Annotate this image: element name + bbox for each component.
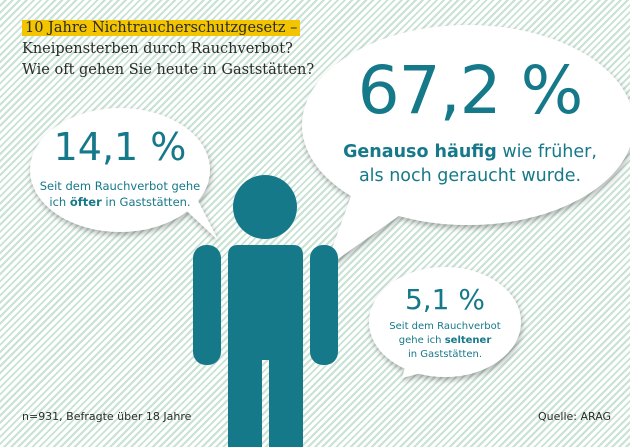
person-icon (193, 175, 338, 447)
headline-highlight: 10 Jahre Nichtraucherschutzgesetz – (22, 20, 301, 36)
speech-bubble-icon (369, 267, 521, 378)
result-more-label: Seit dem Rauchverbot gehe ich öfter in Ga… (30, 178, 210, 210)
result-more-percent: 14,1 % (53, 125, 187, 169)
sample-note: n=931, Befragte über 18 Jahre (22, 410, 192, 423)
speech-bubble-icon (30, 108, 218, 240)
speech-bubble-icon (302, 25, 630, 268)
source-note: Quelle: ARAG (538, 410, 612, 423)
result-same-percent: 67,2 % (357, 52, 584, 129)
headline-line-3: Wie oft gehen Sie heute in Gaststätten? (22, 62, 315, 78)
result-same-bold: Genauso häufig (343, 142, 497, 162)
result-less-line3: in Gaststätten. (407, 349, 483, 360)
result-less-pre: gehe ich (398, 335, 445, 346)
headline-line-2: Kneipensterben durch Rauchverbot? (22, 41, 293, 57)
headline: 10 Jahre Nichtraucherschutzgesetz – Knei… (22, 18, 314, 81)
result-same-label: Genauso häufig wie früher, als noch gerau… (320, 140, 620, 188)
result-more-pre: ich (49, 195, 70, 209)
result-less-bold: seltener (444, 335, 492, 346)
result-less-line1: Seit dem Rauchverbot (389, 321, 501, 332)
result-more-line1: Seit dem Rauchverbot gehe (39, 179, 201, 193)
result-less-percent: 5,1 % (404, 283, 486, 316)
result-less-label: Seit dem Rauchverbot gehe ich seltener in … (380, 320, 510, 362)
result-same-rest: wie früher, (496, 142, 597, 162)
result-same-line2: als noch geraucht wurde. (358, 166, 582, 186)
result-more-post: in Gaststätten. (101, 195, 191, 209)
result-more-bold: öfter (69, 195, 102, 209)
